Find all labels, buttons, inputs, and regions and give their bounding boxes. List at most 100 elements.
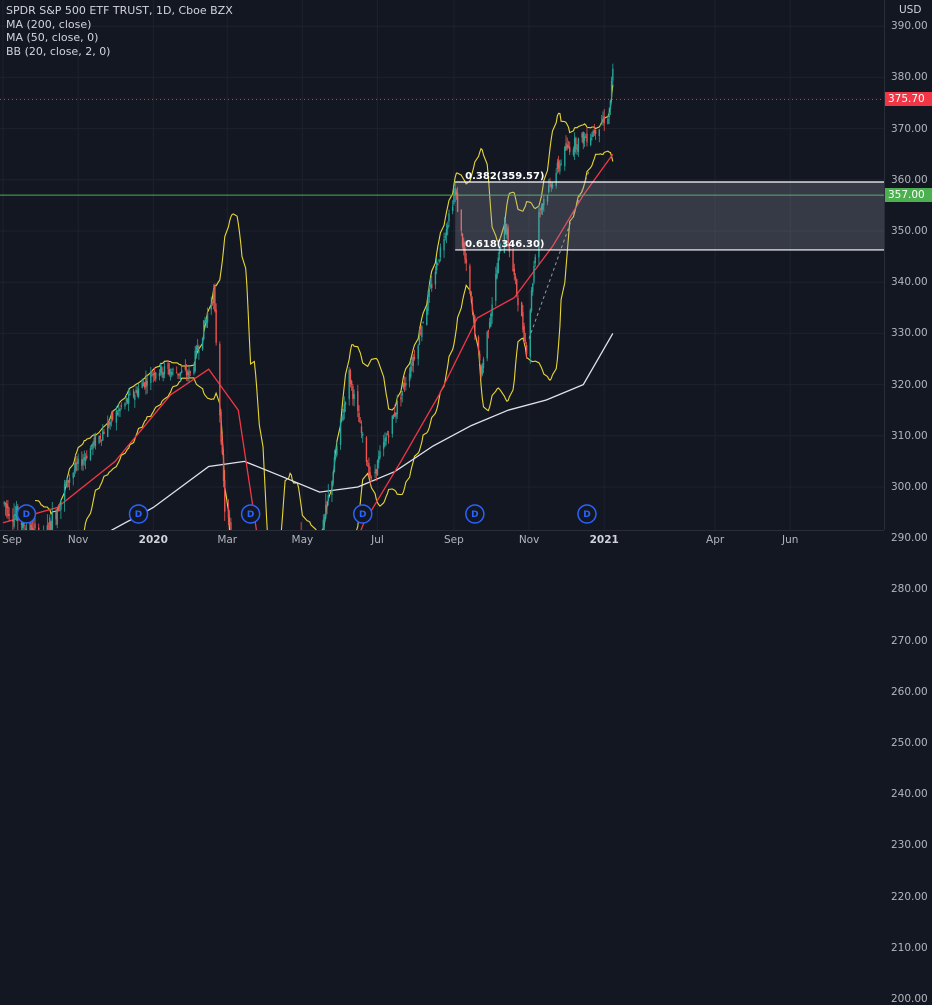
candle-body [102,431,104,441]
candle-body [474,316,476,336]
candle-body [369,472,371,478]
candle-body [57,506,60,512]
candle-body [418,331,421,345]
candle-body [429,284,432,287]
candle-body [161,367,163,375]
candle-body [481,366,483,375]
candle-body [591,135,593,137]
candle-body [512,250,514,272]
dividend-badge-label: D [471,510,478,520]
candle-body [366,465,369,467]
candle-body [210,303,212,310]
y-tick-label: 260.00 [891,685,928,698]
candle-body [447,225,449,230]
candle-body [325,504,327,518]
candle-body [434,271,437,285]
candle-body [86,455,88,459]
candle-body [576,148,578,150]
candle-body [116,412,119,415]
candle-body [461,233,464,247]
candle-body [51,512,53,530]
candle-body [341,417,343,419]
candle-body [593,130,596,134]
candle-body [400,397,402,400]
candle-body [180,370,183,373]
candle-body [323,517,326,521]
legend-title: SPDR S&P 500 ETF TRUST, 1D, Cboe BZX [6,4,233,17]
candle-body [379,451,381,458]
candle-body [566,144,568,149]
candle-body [203,320,205,340]
chart-area[interactable]: 0.382(359.57) 0.618(346.30) D D D D D D SPDR S&… [0,0,884,530]
candle-body [118,409,120,412]
y-tick-label: 350.00 [891,225,928,237]
legend-bb[interactable]: BB (20, close, 2, 0) [6,44,111,58]
candle-body [453,194,455,205]
candle-body [14,514,17,517]
time-axis[interactable]: Sep Nov 2020 Mar May Jul Sep Nov 2021 Apr Jun [0,530,884,551]
candle-body [486,331,488,359]
candle-body [503,224,506,254]
candle-body [115,410,118,423]
candle-body [349,370,352,384]
candle-body [98,435,100,444]
candle-body [89,448,92,461]
candle-body [504,223,507,233]
candle-body [581,133,583,138]
candle-body [520,302,523,317]
candle-body [120,404,122,407]
candle-body [7,506,9,517]
candle-body [419,333,422,335]
candle-body [81,459,83,466]
dividend-badge: D [577,504,597,524]
candle-body [342,414,344,421]
candle-body [555,172,557,186]
candle-body [169,372,172,374]
bb-upper-band [34,84,614,530]
candle-body [463,242,465,250]
y-tick-label: 330.00 [891,327,928,340]
dividend-badge-label: D [359,510,366,520]
legend-ma200[interactable]: MA (200, close) [6,17,92,31]
candles [3,63,614,530]
candle-body [221,439,223,454]
candle-body [401,390,403,396]
candle-body [488,322,491,328]
candle-body [539,209,541,211]
candle-body [411,363,413,366]
candle-body [189,371,191,373]
candle-body [523,326,525,342]
candle-body [352,386,354,399]
candle-body [63,483,66,501]
legend-ma50[interactable]: MA (50, close, 0) [6,31,99,44]
candle-body [25,528,28,530]
candle-body [543,199,545,206]
candle-body [129,393,131,395]
candle-body [152,373,155,375]
y-tick-label: 360.00 [891,173,928,186]
candle-body [534,256,536,264]
x-tick-label: Apr [706,534,725,546]
candle-body [487,330,490,332]
dividend-badge-circle [577,504,597,524]
candle-body [599,125,602,127]
candle-body [358,413,360,423]
candle-body [522,312,524,330]
dividend-badge-label: D [135,510,142,520]
candle-body [586,133,588,143]
candle-body [556,162,559,169]
y-tick-label: 230.00 [891,839,928,852]
candle-body [421,326,423,338]
candle-body [516,279,518,294]
candle-body [428,288,430,297]
price-chart[interactable]: 0.382(359.57) 0.618(346.30) D D D D D D [0,0,884,530]
candle-body [326,502,328,504]
candle-body [30,524,33,530]
candle-body [607,118,609,124]
candle-body [546,195,549,202]
candle-body [405,382,407,386]
price-axis[interactable]: USD 375.70 357.00 390.00 380.00 370.00 360.… [884,0,932,1005]
candle-body [448,213,450,222]
candle-body [368,463,370,476]
candle-body [212,288,215,304]
